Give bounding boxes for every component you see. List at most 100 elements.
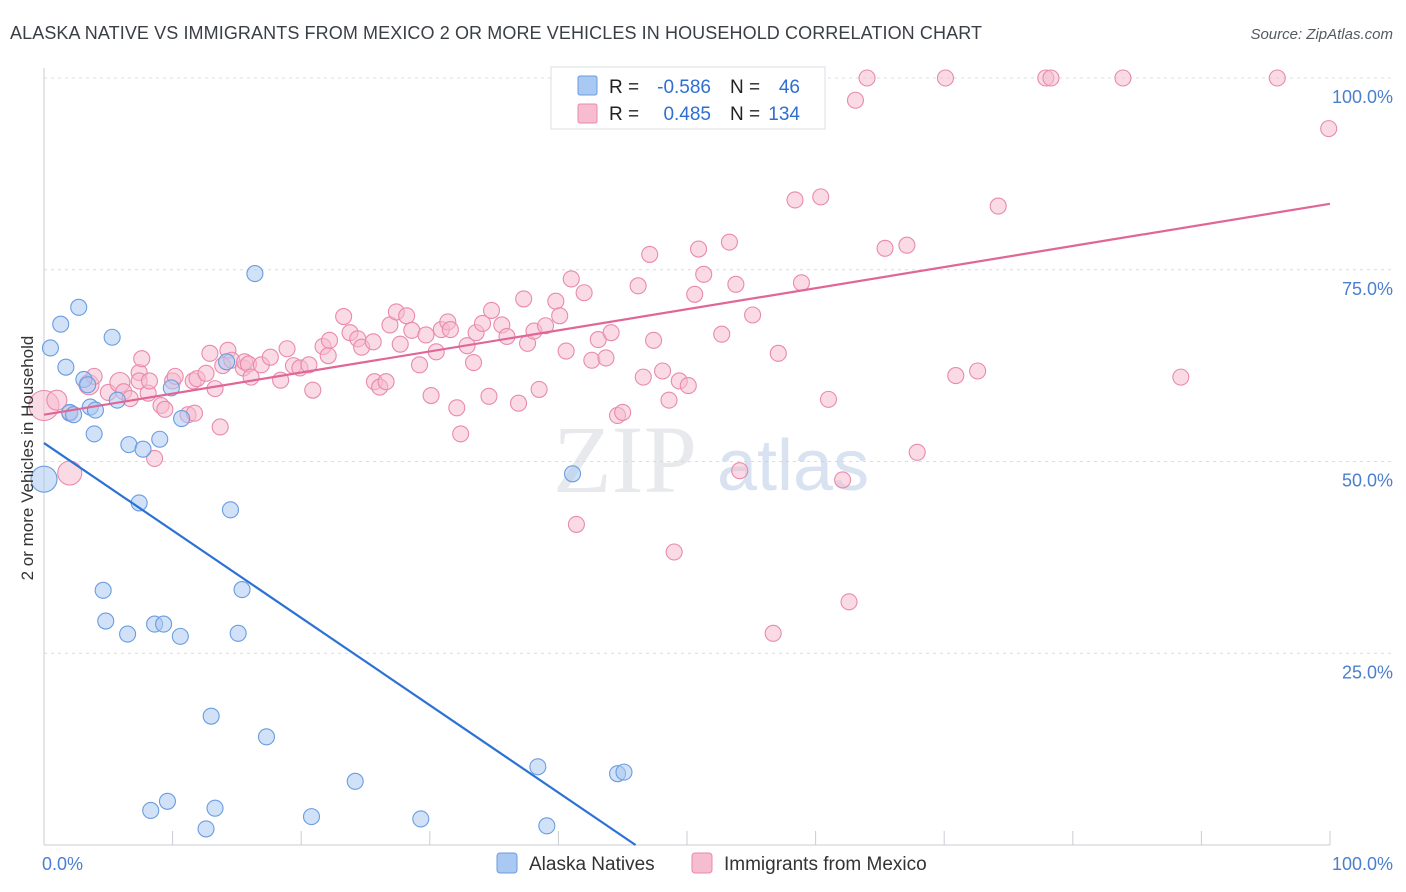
plot-area: 25.0% 50.0% 75.0% 100.0% ZIP atlas (28, 68, 1393, 846)
immigrants-from-mexico-point-130 (1042, 69, 1060, 87)
immigrants-from-mexico-point-83 (551, 307, 569, 325)
immigrants-from-mexico-point-76 (509, 394, 528, 412)
alaska-natives-point-42 (563, 465, 582, 483)
alaska-natives-point-17 (151, 430, 169, 448)
alaska-natives-point-36 (206, 799, 224, 817)
immigrants-from-mexico-point-15 (146, 449, 164, 467)
immigrants-from-mexico-point-104 (690, 240, 708, 258)
legend-r-value-alaska: -0.586 (657, 77, 711, 98)
x-axis (43, 68, 1331, 846)
alaska-natives-point-16 (134, 440, 152, 458)
immigrants-from-mexico-point-106 (713, 325, 731, 343)
immigrants-from-mexico-point-116 (812, 188, 830, 206)
watermark: ZIP atlas (553, 406, 869, 513)
immigrants-from-mexico-point-107 (720, 233, 738, 251)
x-tick-label-max: 100.0% (1332, 854, 1393, 874)
immigrants-from-mexico-point-114 (786, 191, 804, 209)
alaska-natives-point-41 (538, 817, 556, 835)
alaska-natives-point-39 (412, 810, 430, 828)
immigrants-from-mexico-point-119 (840, 593, 858, 611)
correlation-legend: R = -0.586 N = 46 R = 0.485 N = 134 (550, 66, 826, 130)
immigrants-from-mexico-trend-line (43, 202, 1331, 416)
alaska-natives-point-20 (218, 353, 236, 371)
series-legend: Alaska Natives Immigrants from Mexico (496, 852, 927, 875)
immigrants-from-mexico-point-3 (57, 460, 83, 486)
legend-swatch-immigrants-mexico (577, 103, 598, 124)
source-label: Source: ZipAtlas.com (1250, 26, 1393, 43)
immigrants-from-mexico-point-36 (261, 348, 279, 366)
immigrants-from-mexico-point-69 (464, 354, 483, 372)
immigrants-from-mexico-point-96 (641, 245, 659, 263)
y-tick-label-100: 100.0% (1332, 87, 1393, 107)
alaska-natives-point-24 (97, 612, 115, 630)
trend-lines (43, 202, 1331, 846)
alaska-natives-point-30 (233, 581, 251, 599)
immigrants-from-mexico-point-46 (335, 307, 353, 326)
alaska-natives-point-1 (41, 339, 59, 357)
series-legend-label-alaska-natives: Alaska Natives (529, 854, 655, 875)
immigrants-from-mexico-point-120 (846, 91, 865, 109)
series-legend-swatch-immigrants-mexico (691, 852, 713, 874)
immigrants-from-mexico-point-24 (197, 364, 215, 382)
immigrants-from-mexico-point-131 (1114, 69, 1132, 87)
immigrants-from-mexico-point-124 (908, 443, 926, 461)
legend-n-value-mexico: 134 (768, 104, 800, 125)
y-tick-labels: 25.0% 50.0% 75.0% 100.0% (1332, 87, 1393, 682)
immigrants-from-mexico-point-87 (575, 284, 593, 302)
immigrants-from-mexico-point-115 (792, 274, 811, 292)
immigrants-from-mexico-point-73 (482, 301, 501, 319)
immigrants-from-mexico-point-122 (876, 239, 894, 257)
alaska-natives-point-25 (119, 625, 137, 643)
y-tick-label-25: 25.0% (1342, 662, 1393, 682)
alaska-natives-point-8 (79, 376, 97, 394)
immigrants-from-mexico-point-86 (567, 515, 585, 533)
immigrants-from-mexico-point-27 (211, 418, 229, 436)
series-legend-label-immigrants-mexico: Immigrants from Mexico (724, 854, 927, 875)
immigrants-from-mexico-point-94 (629, 277, 647, 295)
immigrants-from-mexico-point-66 (448, 399, 466, 417)
alaska-natives-point-18 (162, 379, 180, 397)
series-legend-swatch-alaska-natives (496, 852, 518, 874)
alaska-natives-point-0 (30, 465, 58, 493)
immigrants-from-mexico-point-108 (727, 275, 745, 293)
alaska-natives-point-19 (173, 409, 191, 428)
immigrants-from-mexico-point-57 (398, 307, 416, 325)
immigrants-from-mexico-point-45 (320, 331, 339, 349)
immigrants-from-mexico-point-60 (417, 326, 435, 344)
immigrants-from-mexico-points (28, 69, 1338, 642)
alaska-natives-point-31 (202, 707, 220, 725)
immigrants-from-mexico-point-65 (441, 321, 459, 339)
x-tick-label-min: 0.0% (42, 854, 83, 874)
alaska-natives-point-3 (57, 358, 75, 376)
alaska-natives-point-13 (108, 391, 126, 409)
alaska-natives-trend-line (43, 442, 637, 846)
immigrants-from-mexico-point-112 (764, 624, 782, 642)
immigrants-from-mexico-point-127 (969, 362, 987, 380)
immigrants-from-mexico-point-93 (614, 403, 632, 421)
alaska-natives-point-29 (229, 624, 247, 642)
immigrants-from-mexico-point-126 (947, 367, 965, 385)
immigrants-from-mexico-point-81 (536, 317, 555, 335)
immigrants-from-mexico-point-44 (319, 347, 337, 365)
legend-swatch-alaska-natives (577, 75, 598, 96)
immigrants-from-mexico-point-84 (557, 342, 575, 360)
immigrants-from-mexico-point-109 (731, 462, 749, 480)
alaska-natives-point-34 (158, 792, 177, 810)
immigrants-from-mexico-point-97 (645, 331, 663, 349)
legend-n-label-mexico: N = (730, 104, 760, 125)
immigrants-from-mexico-point-14 (140, 372, 159, 390)
alaska-natives-point-14 (120, 436, 138, 454)
alaska-natives-point-23 (94, 581, 112, 599)
immigrants-from-mexico-point-100 (665, 543, 683, 561)
immigrants-from-mexico-point-110 (744, 306, 762, 324)
immigrants-from-mexico-point-75 (498, 327, 516, 346)
immigrants-from-mexico-point-56 (391, 335, 409, 353)
immigrants-from-mexico-point-125 (936, 69, 955, 87)
immigrants-from-mexico-point-82 (547, 292, 565, 310)
watermark-zip: ZIP (553, 406, 697, 513)
alaska-natives-point-10 (85, 425, 103, 443)
immigrants-from-mexico-point-91 (602, 324, 620, 342)
alaska-natives-point-22 (246, 265, 264, 283)
y-tick-label-75: 75.0% (1342, 279, 1393, 299)
immigrants-from-mexico-point-50 (364, 333, 382, 351)
